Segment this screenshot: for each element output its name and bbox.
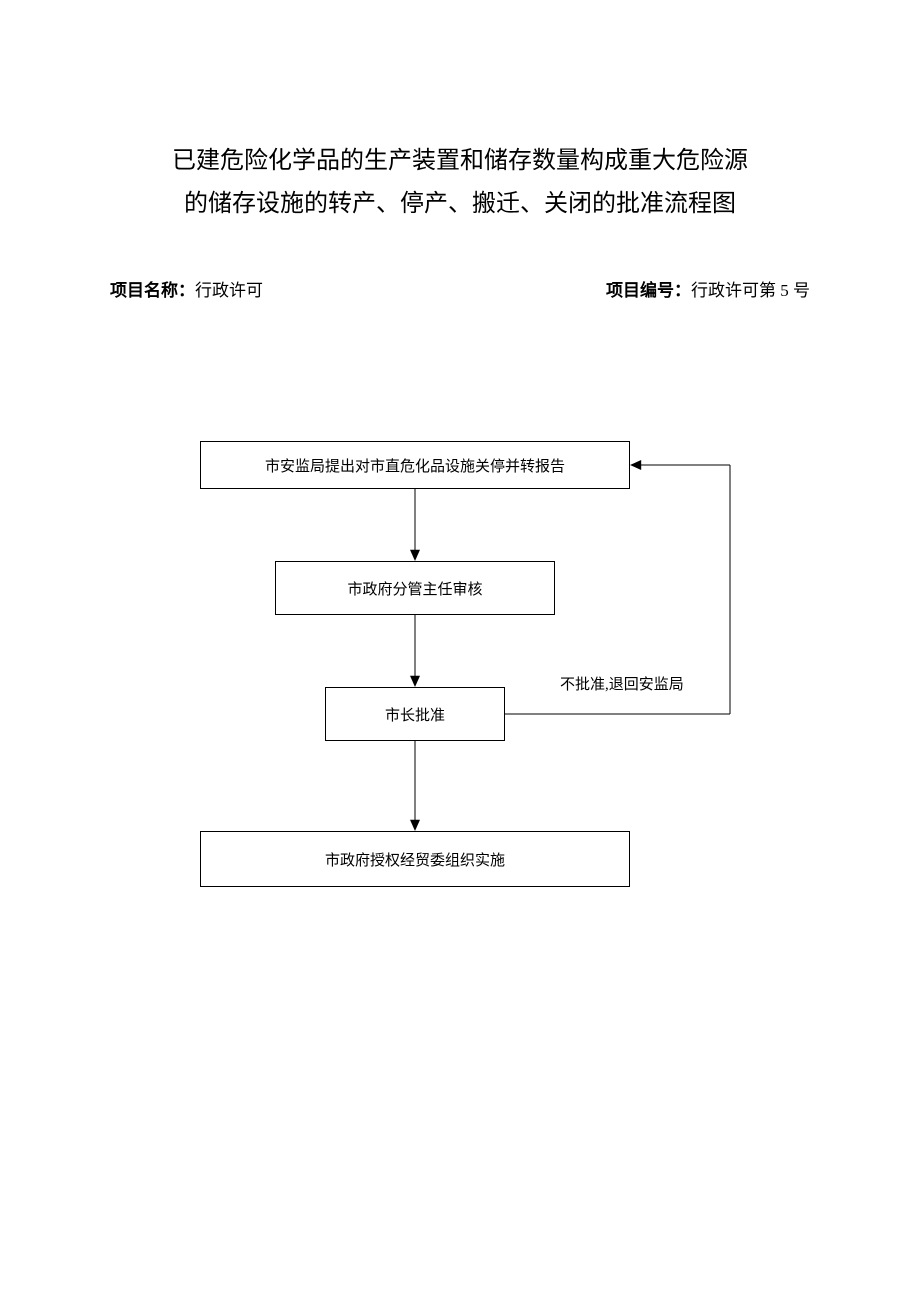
project-name-label: 项目名称： bbox=[110, 281, 195, 300]
edge-label-reject: 不批准,退回安监局 bbox=[560, 673, 684, 694]
flowchart-node-n3: 市长批准 bbox=[325, 687, 505, 741]
project-code-value: 行政许可第 5 号 bbox=[691, 281, 810, 300]
flowchart-node-n4: 市政府授权经贸委组织实施 bbox=[200, 831, 630, 887]
flowchart-container: 市安监局提出对市直危化品设施关停并转报告市政府分管主任审核市长批准市政府授权经贸… bbox=[100, 441, 820, 1041]
project-code: 项目编号：行政许可第 5 号 bbox=[606, 276, 810, 301]
flowchart-node-n1: 市安监局提出对市直危化品设施关停并转报告 bbox=[200, 441, 630, 489]
project-code-label: 项目编号： bbox=[606, 281, 691, 300]
title-line-1: 已建危险化学品的生产装置和储存数量构成重大危险源 bbox=[172, 148, 748, 174]
flowchart-node-n2: 市政府分管主任审核 bbox=[275, 561, 555, 615]
title-line-2: 的储存设施的转产、停产、搬迁、关闭的批准流程图 bbox=[184, 191, 736, 217]
flowchart-arrows bbox=[100, 441, 820, 1041]
page-title: 已建危险化学品的生产装置和储存数量构成重大危险源 的储存设施的转产、停产、搬迁、… bbox=[100, 140, 820, 226]
project-name-value: 行政许可 bbox=[195, 281, 263, 300]
project-name: 项目名称：行政许可 bbox=[110, 276, 263, 301]
meta-row: 项目名称：行政许可 项目编号：行政许可第 5 号 bbox=[100, 276, 820, 301]
